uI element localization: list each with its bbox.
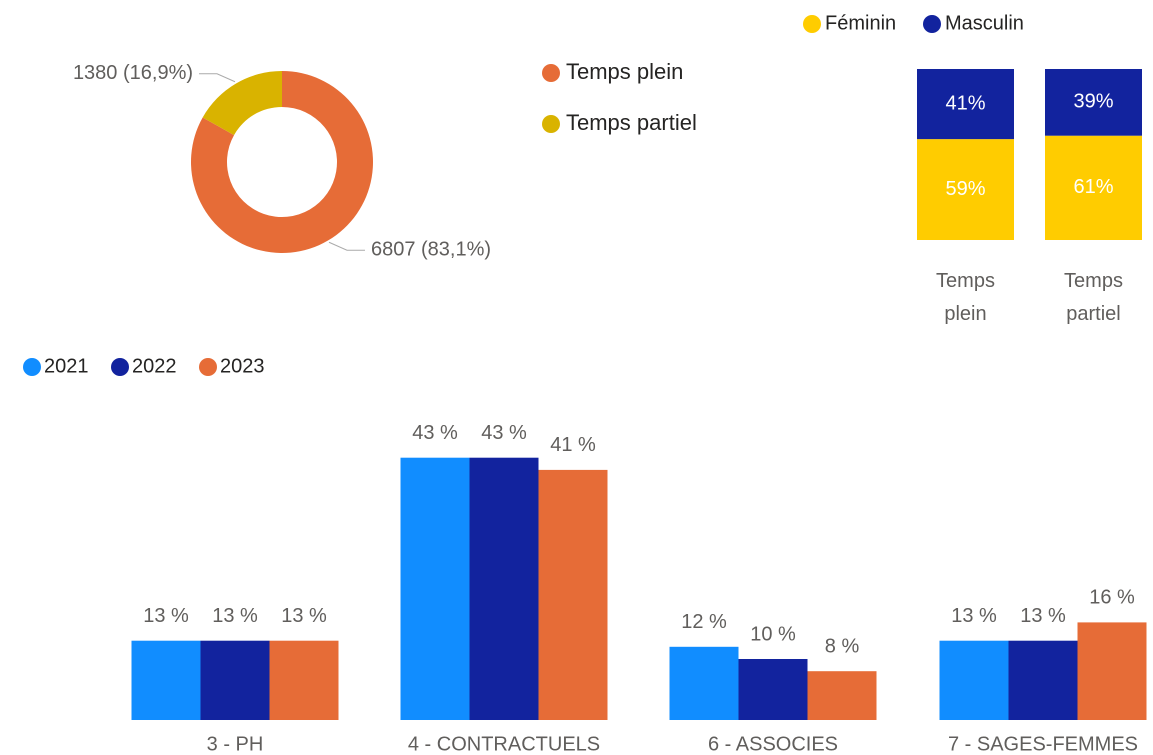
data-label: 43 % xyxy=(412,422,458,444)
legend-label: 2023 xyxy=(220,355,265,377)
bar-segment xyxy=(917,139,1014,240)
data-label: 13 % xyxy=(1020,605,1066,627)
legend-marker xyxy=(923,15,941,33)
bar xyxy=(669,646,739,720)
bar xyxy=(538,469,608,720)
data-label: 41% xyxy=(945,92,985,114)
legend-marker xyxy=(111,358,129,376)
legend-label: Temps partiel xyxy=(566,110,697,135)
leader-line xyxy=(199,73,236,83)
bar xyxy=(269,640,339,720)
data-label: 8 % xyxy=(825,635,860,657)
legend-marker xyxy=(542,115,560,133)
legend-marker xyxy=(542,64,560,82)
x-tick-label: 6 - ASSOCIES xyxy=(708,733,838,755)
bar xyxy=(807,671,877,720)
x-tick-label: 7 - SAGES-FEMMES xyxy=(948,733,1138,755)
bar xyxy=(400,457,470,720)
legend-label: Féminin xyxy=(825,12,896,34)
bar xyxy=(200,640,270,720)
legend-marker xyxy=(199,358,217,376)
bar xyxy=(1077,622,1147,720)
donut-slice xyxy=(191,71,374,253)
x-tick-label: 4 - CONTRACTUELS xyxy=(408,733,600,755)
bar xyxy=(1008,640,1078,720)
legend-label: 2021 xyxy=(44,355,89,377)
data-label: 39% xyxy=(1073,91,1113,113)
bar-segment xyxy=(1045,135,1142,240)
data-label: 43 % xyxy=(481,422,527,444)
donut-slice xyxy=(202,71,282,136)
legend-label: Temps plein xyxy=(566,59,683,84)
bar-segment xyxy=(917,69,1014,140)
legend-label: 2022 xyxy=(132,355,177,377)
data-label: 13 % xyxy=(143,605,189,627)
legend-marker xyxy=(803,15,821,33)
data-label: 6807 (83,1%) xyxy=(371,239,491,261)
legend-label: Masculin xyxy=(945,12,1024,34)
x-tick-label: 3 - PH xyxy=(207,733,264,755)
bar-segment xyxy=(1045,69,1142,136)
data-label: 10 % xyxy=(750,623,796,645)
leader-line xyxy=(328,241,365,251)
data-label: 61% xyxy=(1073,176,1113,198)
bar xyxy=(738,659,808,720)
bar xyxy=(131,640,201,720)
data-label: 12 % xyxy=(681,611,727,633)
data-label: 1380 (16,9%) xyxy=(73,62,193,84)
data-label: 59% xyxy=(945,178,985,200)
data-label: 13 % xyxy=(281,605,327,627)
bar xyxy=(939,640,1009,720)
x-tick-label: Temps plein xyxy=(936,270,995,325)
bar xyxy=(469,457,539,720)
legend-marker xyxy=(23,358,41,376)
data-label: 13 % xyxy=(951,605,997,627)
data-label: 16 % xyxy=(1089,587,1135,609)
x-tick-label: Temps partiel xyxy=(1064,270,1123,325)
data-label: 41 % xyxy=(550,434,596,456)
data-label: 13 % xyxy=(212,605,258,627)
